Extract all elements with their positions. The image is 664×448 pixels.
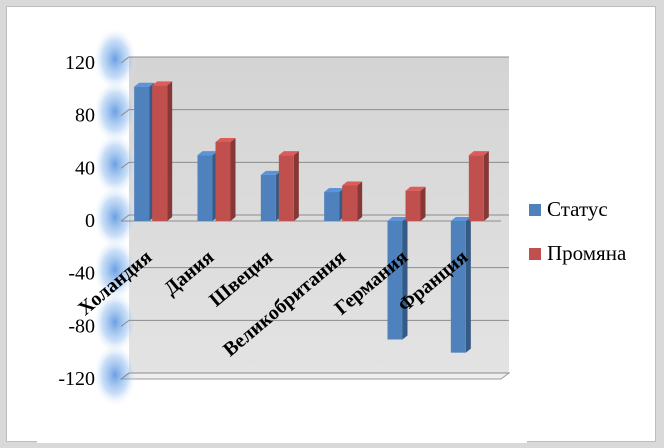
bar-status: [387, 217, 408, 340]
bar-change: [468, 151, 489, 221]
bar-status: [324, 188, 345, 221]
bar-change: [278, 151, 299, 221]
gridline: [120, 267, 509, 275]
y-tick-label: 80: [75, 105, 95, 127]
gridline: [120, 109, 509, 117]
axis-glow-spot: [93, 79, 137, 144]
legend-swatch: [529, 248, 541, 260]
gridline: [120, 214, 509, 222]
legend-label: Промяна: [547, 241, 627, 265]
y-tick-label: 120: [65, 52, 95, 74]
legend: Статус Промяна: [529, 197, 627, 265]
y-tick-label: -80: [68, 315, 95, 337]
legend-swatch: [529, 204, 541, 216]
gridline: [120, 319, 509, 327]
axis-glow-spot: [93, 237, 137, 302]
bars: [134, 81, 489, 353]
bar-change: [152, 81, 173, 221]
gridline: [120, 372, 509, 380]
axis-glow-spot: [93, 27, 137, 91]
legend-label: Статус: [547, 197, 608, 221]
bar-change: [215, 138, 236, 221]
bar-status: [197, 151, 218, 221]
axis-glow-spot: [93, 132, 137, 197]
floor: [119, 372, 511, 380]
gridline: [120, 161, 509, 169]
gridline: [120, 56, 509, 64]
axis-glow: [93, 27, 137, 407]
y-tick-label: 40: [75, 157, 95, 179]
gridlines: [120, 56, 509, 380]
axis-glow-spot: [93, 343, 137, 407]
y-tick-label: -120: [58, 368, 95, 390]
bar-status: [450, 217, 471, 353]
axis-glow-spot: [93, 185, 137, 249]
chart-frame: 120 80 40 0 -40 -80 -120 Холандия Дания Швеция Ве…: [6, 6, 656, 443]
axis-glow-spot: [93, 290, 137, 355]
bar-change: [342, 181, 363, 221]
y-tick-label: -40: [68, 263, 95, 285]
bar-status: [260, 170, 281, 221]
y-axis-ticks: 120 80 40 0 -40 -80 -120: [58, 52, 95, 390]
y-tick-label: 0: [85, 210, 95, 232]
bar-change: [405, 186, 426, 221]
bar-status: [134, 82, 155, 221]
